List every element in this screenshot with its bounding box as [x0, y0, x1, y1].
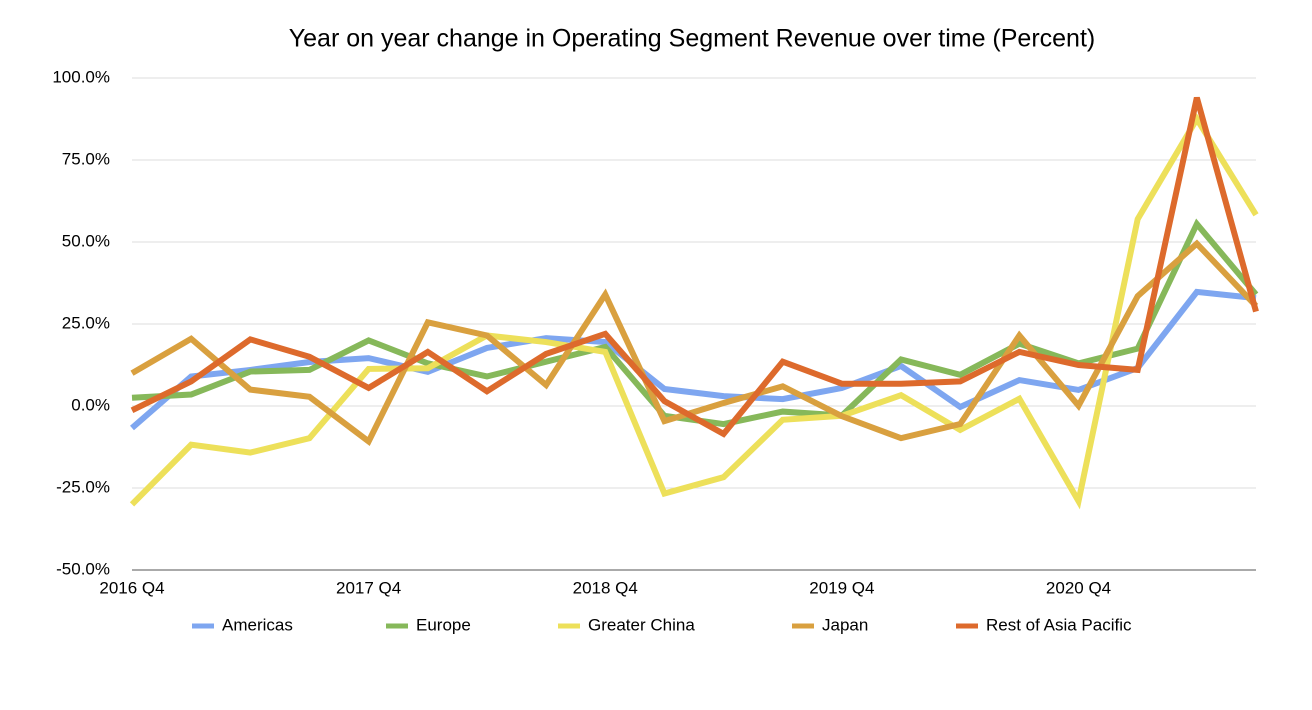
legend-label: Greater China — [588, 615, 695, 634]
line-series — [129, 113, 1259, 510]
legend-label: Americas — [222, 615, 293, 634]
x-tick-label: 2020 Q4 — [1046, 578, 1111, 597]
x-tick-label: 2016 Q4 — [99, 578, 164, 597]
y-tick-label: 0.0% — [71, 395, 110, 414]
x-tick-label: 2018 Q4 — [573, 578, 638, 597]
legend-label: Europe — [416, 615, 471, 634]
x-tick-label: 2017 Q4 — [336, 578, 401, 597]
line-series — [130, 96, 1259, 438]
y-tick-label: 25.0% — [62, 313, 110, 332]
x-tick-label: 2019 Q4 — [809, 578, 874, 597]
y-tick-label: 75.0% — [62, 149, 110, 168]
legend-label: Japan — [822, 615, 868, 634]
chart-title: Year on year change in Operating Segment… — [289, 25, 1095, 53]
y-tick-label: 50.0% — [62, 231, 110, 250]
y-tick-label: -50.0% — [56, 559, 110, 578]
y-tick-label: 100.0% — [52, 67, 110, 86]
legend-label: Rest of Asia Pacific — [986, 615, 1132, 634]
line-series — [130, 239, 1259, 446]
y-tick-label: -25.0% — [56, 477, 110, 496]
